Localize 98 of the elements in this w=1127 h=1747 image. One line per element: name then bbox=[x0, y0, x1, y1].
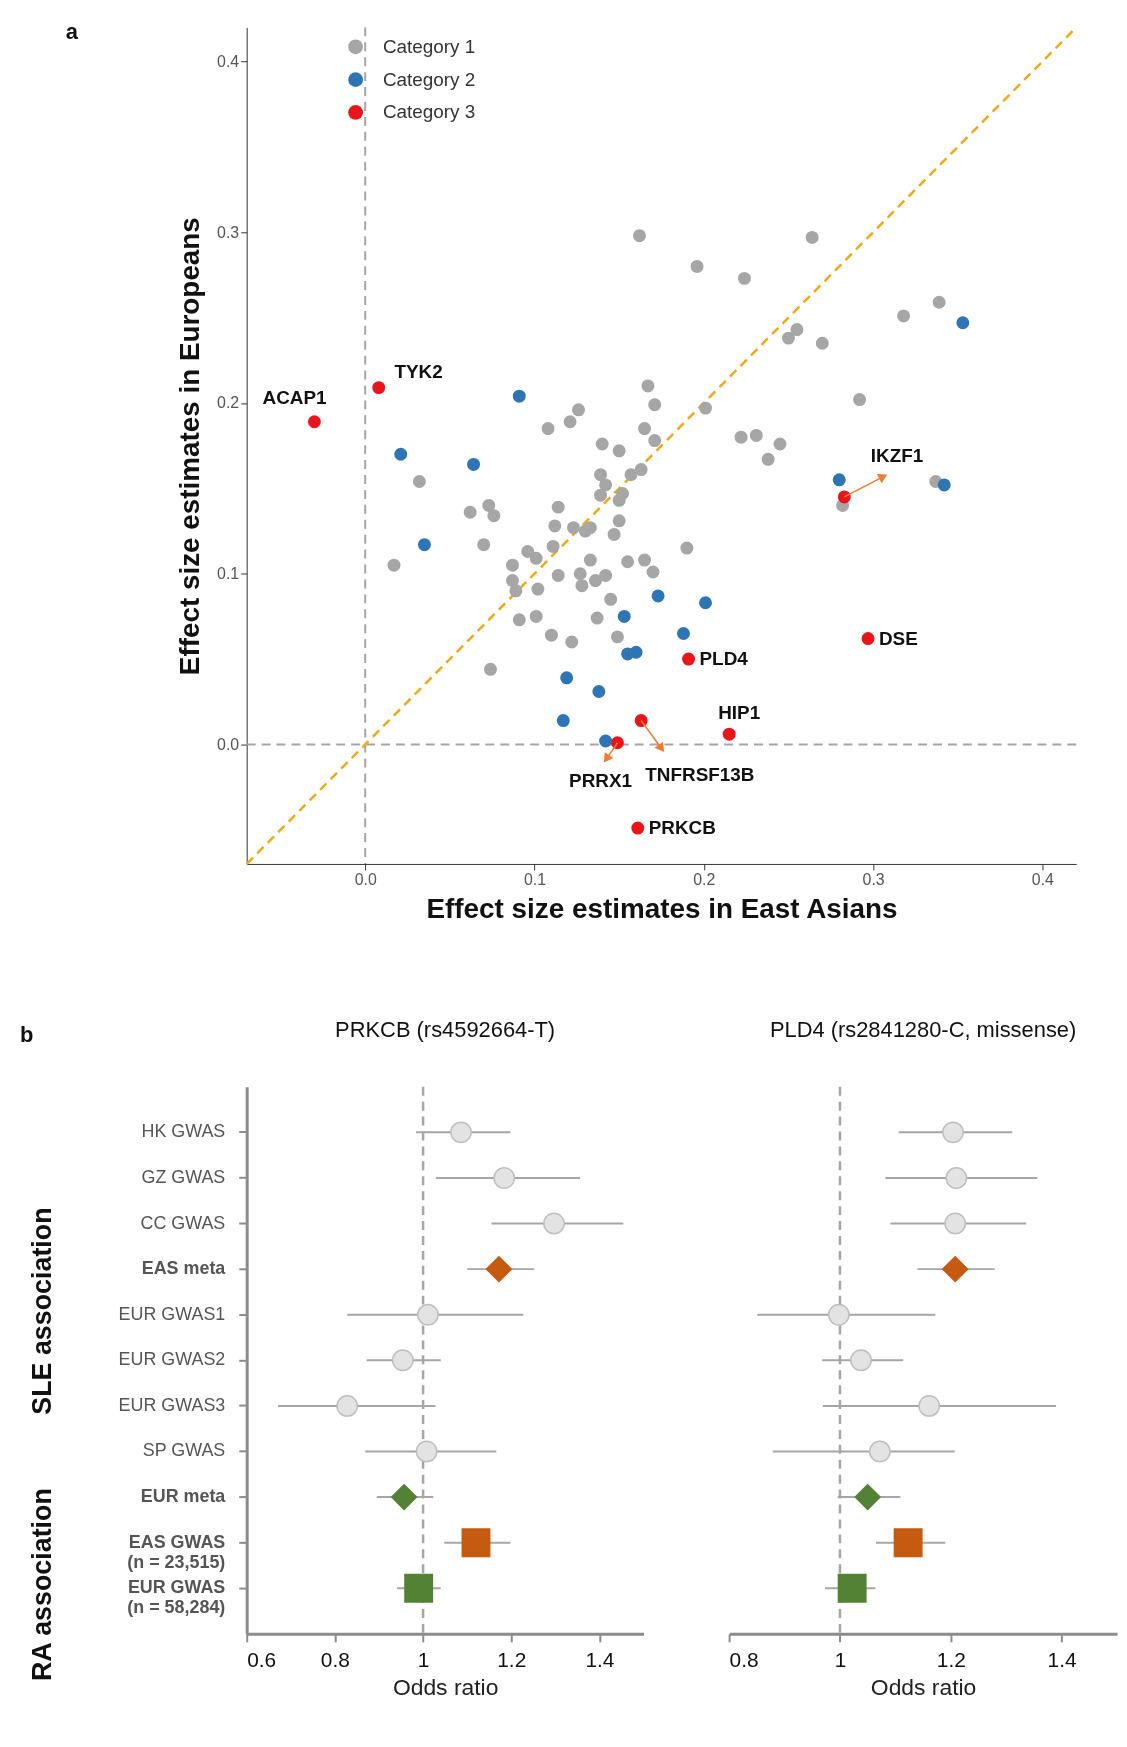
y-tick-label: 0.1 bbox=[217, 565, 240, 583]
chart-title: PRKCB (rs4592664-T) bbox=[335, 1017, 556, 1043]
y-tick-label: 0.2 bbox=[217, 394, 240, 412]
text: b bbox=[19, 1022, 34, 1047]
point bbox=[416, 1303, 439, 1326]
point bbox=[854, 1483, 881, 1511]
point bbox=[861, 632, 875, 646]
x-tick-label: 1.4 bbox=[1047, 1648, 1077, 1672]
point bbox=[942, 1255, 969, 1283]
point bbox=[556, 714, 570, 728]
point bbox=[391, 1349, 414, 1372]
y-tick-label: EUR GWAS2 bbox=[118, 1349, 226, 1370]
point bbox=[372, 381, 386, 395]
y-tick-label: 0.0 bbox=[217, 735, 240, 753]
point bbox=[485, 1255, 513, 1283]
point bbox=[493, 1167, 516, 1189]
annotation: PRKCB bbox=[648, 817, 716, 839]
point bbox=[651, 589, 665, 603]
point bbox=[307, 415, 321, 429]
x-tick-label: 0.3 bbox=[862, 871, 885, 889]
y-axis-title: Effect size estimates in Europeans bbox=[174, 217, 206, 676]
x-axis-title: Odds ratio bbox=[392, 1674, 499, 1701]
y-tick-label: HK GWAS bbox=[141, 1121, 226, 1142]
x-tick-label: 0.1 bbox=[523, 871, 547, 889]
y-tick-label: EAS GWAS (n = 23,515) bbox=[127, 1531, 226, 1572]
x-tick-label: 1.4 bbox=[585, 1648, 615, 1672]
point bbox=[404, 1573, 434, 1603]
point bbox=[543, 1212, 565, 1235]
y-tick-label: 0.4 bbox=[217, 53, 240, 71]
y-tick-label: 0.3 bbox=[217, 223, 240, 241]
x-tick-label: 1 bbox=[834, 1648, 847, 1672]
point bbox=[837, 1573, 867, 1603]
point bbox=[417, 538, 431, 552]
x-tick-label: 1 bbox=[417, 1648, 430, 1672]
point bbox=[599, 734, 613, 748]
x-tick-label: 0.2 bbox=[693, 871, 716, 889]
legend-label: Category 3 bbox=[382, 101, 476, 123]
annotation: IKZF1 bbox=[870, 445, 924, 467]
chart-title: PLD4 (rs2841280-C, missense) bbox=[769, 1016, 1077, 1042]
y-tick-label: EUR meta bbox=[140, 1486, 227, 1507]
x-tick-label: 0.8 bbox=[729, 1648, 759, 1672]
annotation: TYK2 bbox=[394, 360, 443, 382]
text: SLE association bbox=[26, 1207, 57, 1415]
point bbox=[390, 1483, 418, 1511]
point bbox=[942, 1121, 964, 1144]
point bbox=[592, 685, 606, 698]
point bbox=[832, 473, 846, 487]
point bbox=[827, 1303, 850, 1326]
point bbox=[722, 727, 736, 741]
legend-label: Category 1 bbox=[382, 35, 476, 57]
y-tick-label: EUR GWAS3 bbox=[118, 1394, 226, 1415]
point bbox=[631, 821, 645, 835]
text: a bbox=[65, 19, 79, 45]
point bbox=[682, 652, 696, 666]
point bbox=[610, 736, 624, 750]
x-tick-label: 1.2 bbox=[936, 1648, 966, 1672]
point bbox=[415, 1440, 438, 1463]
y-tick-label: SP GWAS bbox=[142, 1440, 226, 1461]
point bbox=[467, 457, 481, 471]
point bbox=[956, 316, 970, 330]
text: RA association bbox=[26, 1488, 57, 1682]
x-tick-label: 0.4 bbox=[1031, 871, 1055, 889]
point bbox=[512, 389, 526, 403]
x-tick-label: 0.8 bbox=[320, 1648, 350, 1672]
annotation: HIP1 bbox=[718, 702, 761, 724]
point bbox=[868, 1440, 891, 1463]
point bbox=[450, 1121, 472, 1144]
x-axis-title: Effect size estimates in East Asians bbox=[426, 893, 898, 925]
point bbox=[560, 671, 574, 685]
annotation: TNFRSF13B bbox=[645, 764, 755, 786]
x-tick-label: 0.6 bbox=[247, 1648, 277, 1672]
y-tick-label: GZ GWAS bbox=[141, 1166, 226, 1187]
annotation: DSE bbox=[878, 627, 918, 649]
point bbox=[629, 645, 643, 659]
point bbox=[617, 609, 631, 623]
annotation: PRRX1 bbox=[569, 769, 633, 791]
point bbox=[937, 478, 951, 492]
point bbox=[677, 627, 690, 640]
annotation: PLD4 bbox=[699, 648, 749, 670]
annotation: ACAP1 bbox=[262, 386, 327, 408]
point bbox=[699, 596, 712, 610]
x-tick-label: 1.2 bbox=[497, 1648, 527, 1672]
point bbox=[461, 1528, 491, 1558]
point bbox=[850, 1349, 872, 1372]
legend-label: Category 2 bbox=[382, 68, 476, 90]
y-tick-label: EUR GWAS (n = 58,284) bbox=[127, 1577, 226, 1618]
point bbox=[634, 714, 648, 728]
point bbox=[893, 1528, 923, 1558]
point bbox=[944, 1212, 967, 1235]
y-tick-label: EUR GWAS1 bbox=[118, 1303, 226, 1324]
x-axis-title: Odds ratio bbox=[870, 1674, 977, 1701]
point bbox=[945, 1167, 968, 1189]
y-tick-label: EAS meta bbox=[141, 1258, 227, 1279]
point bbox=[336, 1394, 359, 1417]
point bbox=[394, 447, 408, 461]
point bbox=[918, 1394, 941, 1417]
y-tick-label: CC GWAS bbox=[140, 1212, 226, 1233]
x-tick-label: 0.0 bbox=[354, 871, 377, 889]
